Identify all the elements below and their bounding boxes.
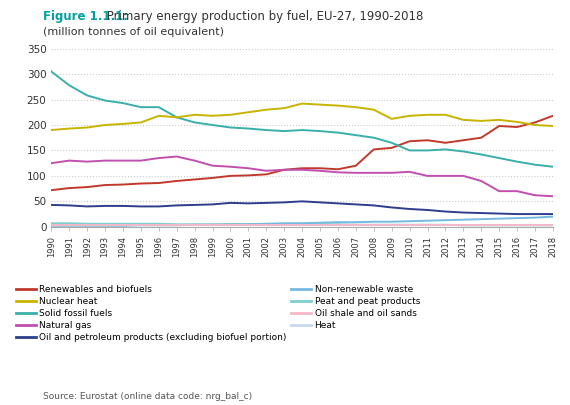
- Text: Figure 1.1.1:: Figure 1.1.1:: [43, 10, 128, 23]
- Text: Source: Eurostat (online data code: nrg_bal_c): Source: Eurostat (online data code: nrg_…: [43, 392, 252, 401]
- Text: (million tonnes of oil equivalent): (million tonnes of oil equivalent): [43, 27, 224, 37]
- Text: Primary energy production by fuel, EU-27, 1990-2018: Primary energy production by fuel, EU-27…: [103, 10, 423, 23]
- Legend: Renewables and biofuels, Nuclear heat, Solid fossil fuels, Natural gas, Oil and : Renewables and biofuels, Nuclear heat, S…: [16, 285, 420, 342]
